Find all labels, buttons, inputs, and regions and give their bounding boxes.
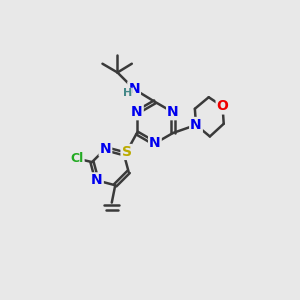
Text: N: N — [149, 136, 161, 150]
Text: Cl: Cl — [70, 152, 84, 165]
Text: N: N — [131, 105, 143, 119]
Text: N: N — [91, 173, 103, 188]
Text: N: N — [128, 82, 140, 96]
Text: H: H — [123, 88, 132, 98]
Text: N: N — [100, 142, 111, 156]
Text: N: N — [190, 118, 202, 132]
Text: S: S — [122, 145, 131, 159]
Text: O: O — [217, 100, 229, 113]
Text: N: N — [167, 105, 179, 119]
